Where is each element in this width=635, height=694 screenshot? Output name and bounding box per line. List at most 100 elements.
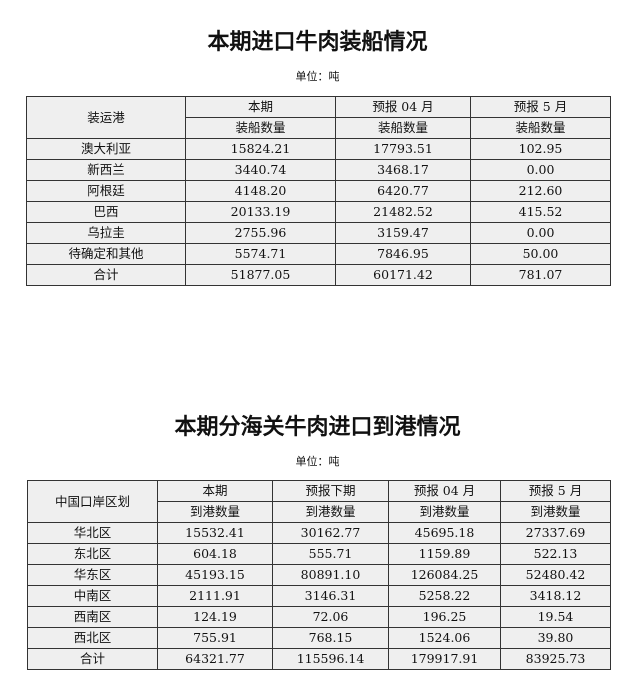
value-cell: 5574.71 [185,243,336,265]
column-header: 预报 04 月 [388,480,501,502]
value-cell: 522.13 [500,543,611,565]
row-header: 装运港 [26,96,186,139]
table-row: 西北区 755.91 768.15 1524.06 39.80 [27,627,611,649]
row-label: 西南区 [27,606,158,628]
value-cell: 212.60 [470,180,611,202]
value-cell: 15532.41 [157,522,273,544]
value-cell: 0.00 [470,159,611,181]
table-row: 新西兰 3440.74 3468.17 0.00 [26,159,611,181]
table-row: 华北区 15532.41 30162.77 45695.18 27337.69 [27,522,611,544]
value-cell: 19.54 [500,606,611,628]
table2-unit: 单位：吨 [295,455,340,468]
value-cell: 17793.51 [335,138,471,160]
value-cell: 415.52 [470,201,611,223]
value-cell: 27337.69 [500,522,611,544]
value-cell: 126084.25 [388,564,501,586]
row-label: 阿根廷 [26,180,186,202]
shipment-table: 装运港 本期 预报 04 月预报 5 月装船数量 装船数量 装船数量 澳大利亚 15824.… [26,96,611,286]
table1-title: 本期进口牛肉装船情况 [207,30,428,55]
header-row: 装运港 本期 预报 04 月预报 5 月 [26,96,611,139]
row-label: 华北区 [27,522,158,544]
row-label: 巴西 [26,201,186,223]
table-row: 巴西 20133.19 21482.52 415.52 [26,201,611,223]
row-label: 西北区 [27,627,158,649]
column-header: 预报 5 月 [500,480,611,502]
row-label: 中南区 [27,585,158,607]
value-cell: 2755.96 [185,222,336,244]
value-cell: 7846.95 [335,243,471,265]
row-label: 华东区 [27,564,158,586]
value-cell: 102.95 [470,138,611,160]
value-cell: 179917.91 [388,648,501,670]
value-cell: 3146.31 [272,585,389,607]
value-cell: 768.15 [272,627,389,649]
value-cell: 755.91 [157,627,273,649]
column-subheader: 装船数量 [335,117,471,139]
value-cell: 3159.47 [335,222,471,244]
row-label: 待确定和其他 [26,243,186,265]
value-cell: 1524.06 [388,627,501,649]
value-cell: 50.00 [470,243,611,265]
table1-unit: 单位：吨 [295,70,340,83]
table2-title: 本期分海关牛肉进口到港情况 [174,415,461,440]
value-cell: 39.80 [500,627,611,649]
table-row: 阿根廷 4148.20 6420.77 212.60 [26,180,611,202]
column-header: 本期 [157,480,273,502]
value-cell: 30162.77 [272,522,389,544]
value-cell: 15824.21 [185,138,336,160]
column-header: 预报下期 [272,480,389,502]
table-row: 东北区 604.18 555.71 1159.89 522.13 [27,543,611,565]
subheader-row: 到港数量 到港数量 到港数量 到港数量 [28,501,611,523]
value-cell: 83925.73 [500,648,611,670]
table-row: 华东区 45193.15 80891.10 126084.25 52480.42 [27,564,611,586]
value-cell: 0.00 [470,222,611,244]
table-row: 合计 51877.05 60171.42 781.07 [26,264,611,286]
value-cell: 3440.74 [185,159,336,181]
value-cell: 555.71 [272,543,389,565]
value-cell: 6420.77 [335,180,471,202]
column-subheader: 到港数量 [157,501,273,523]
row-label: 合计 [26,264,186,286]
value-cell: 60171.42 [335,264,471,286]
value-cell: 20133.19 [185,201,336,223]
column-header: 预报 5 月 [470,96,611,118]
subheader-row: 装船数量 装船数量 装船数量 [27,117,611,139]
row-label: 澳大利亚 [26,138,186,160]
value-cell: 124.19 [157,606,273,628]
header-row: 中国口岸区划 本期 预报下期 预报 04 月预报 5 月 [27,480,611,523]
value-cell: 196.25 [388,606,501,628]
value-cell: 604.18 [157,543,273,565]
column-subheader: 装船数量 [185,117,336,139]
row-header: 中国口岸区划 [27,480,158,523]
value-cell: 72.06 [272,606,389,628]
table-row: 西南区 124.19 72.06 196.25 19.54 [27,606,611,628]
column-header: 本期 [185,96,336,118]
table-row: 合计 64321.77 115596.14 179917.91 83925.73 [27,648,611,670]
value-cell: 45695.18 [388,522,501,544]
value-cell: 1159.89 [388,543,501,565]
value-cell: 80891.10 [272,564,389,586]
value-cell: 52480.42 [500,564,611,586]
value-cell: 115596.14 [272,648,389,670]
value-cell: 5258.22 [388,585,501,607]
value-cell: 2111.91 [157,585,273,607]
value-cell: 3468.17 [335,159,471,181]
row-label: 东北区 [27,543,158,565]
column-subheader: 到港数量 [388,501,501,523]
value-cell: 3418.12 [500,585,611,607]
column-header: 预报 04 月 [335,96,471,118]
value-cell: 781.07 [470,264,611,286]
row-label: 新西兰 [26,159,186,181]
row-label: 合计 [27,648,158,670]
arrival-table: 中国口岸区划 本期 预报下期 预报 04 月预报 5 月到港数量 到港数量 到港数量 到港数… [27,480,611,670]
row-label: 乌拉圭 [26,222,186,244]
value-cell: 21482.52 [335,201,471,223]
column-subheader: 到港数量 [272,501,389,523]
value-cell: 51877.05 [185,264,336,286]
column-subheader: 到港数量 [500,501,611,523]
table-row: 乌拉圭 2755.96 3159.47 0.00 [26,222,611,244]
column-subheader: 装船数量 [470,117,611,139]
value-cell: 45193.15 [157,564,273,586]
value-cell: 4148.20 [185,180,336,202]
table-row: 待确定和其他 5574.71 7846.95 50.00 [26,243,611,265]
